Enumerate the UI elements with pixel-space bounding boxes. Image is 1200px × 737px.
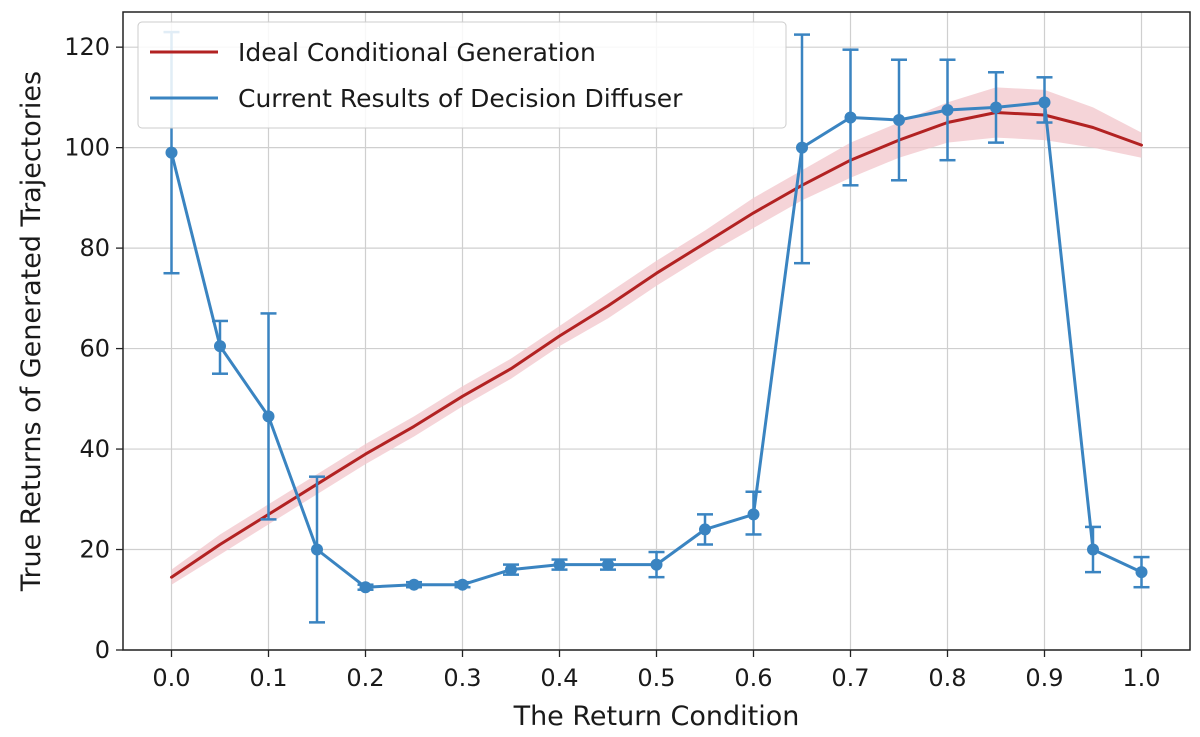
x-tick-label: 0.6 bbox=[734, 664, 772, 692]
data-point bbox=[456, 578, 469, 591]
data-point bbox=[505, 563, 517, 576]
legend-label-ideal: Ideal Conditional Generation bbox=[238, 38, 596, 67]
y-tick-label: 40 bbox=[79, 435, 110, 463]
x-tick-label: 0.5 bbox=[637, 664, 675, 692]
x-tick-label: 0.7 bbox=[831, 664, 869, 692]
data-point bbox=[893, 114, 905, 127]
data-point bbox=[1087, 543, 1099, 556]
x-tick-label: 0.1 bbox=[249, 664, 287, 692]
x-tick-label: 1.0 bbox=[1122, 664, 1160, 692]
data-point bbox=[990, 101, 1002, 114]
data-point bbox=[408, 578, 420, 591]
legend: Ideal Conditional Generation Current Res… bbox=[137, 21, 787, 129]
y-tick-label: 20 bbox=[79, 536, 110, 564]
ideal-confidence-band bbox=[171, 87, 1142, 585]
data-point bbox=[747, 508, 760, 521]
data-point bbox=[262, 410, 275, 423]
legend-label-decision-diffuser: Current Results of Decision Diffuser bbox=[238, 84, 683, 113]
x-tick-label: 0.4 bbox=[540, 664, 578, 692]
x-tick-label: 0.9 bbox=[1025, 664, 1063, 692]
data-point bbox=[699, 523, 711, 536]
y-tick-label: 0 bbox=[95, 636, 110, 664]
data-points bbox=[165, 96, 1148, 594]
y-axis-title: True Returns of Generated Trajectories bbox=[16, 71, 47, 592]
data-point bbox=[1135, 566, 1148, 579]
x-axis-title: The Return Condition bbox=[513, 701, 800, 732]
data-point bbox=[602, 558, 614, 571]
x-tick-label: 0.0 bbox=[152, 664, 190, 692]
data-point bbox=[311, 543, 323, 556]
data-point bbox=[214, 340, 226, 353]
y-tick-label: 120 bbox=[64, 33, 110, 61]
x-tick-label: 0.8 bbox=[928, 664, 966, 692]
y-tick-label: 60 bbox=[79, 335, 110, 363]
y-tick-label: 80 bbox=[79, 234, 110, 262]
data-point bbox=[1038, 96, 1051, 109]
data-point bbox=[165, 146, 178, 159]
data-point bbox=[650, 558, 663, 571]
data-point bbox=[844, 111, 857, 124]
y-tick-label: 100 bbox=[64, 134, 110, 162]
data-point bbox=[941, 103, 954, 116]
data-point bbox=[796, 141, 808, 154]
legend-box bbox=[137, 21, 787, 129]
ideal-band bbox=[171, 87, 1142, 585]
data-point bbox=[359, 581, 372, 594]
axis-ticks: 0.0 0.1 0.2 0.3 0.4 0.5 0.6 0.7 0.8 0.9 1.0 0 20 40 60… bbox=[64, 33, 1160, 692]
x-tick-label: 0.2 bbox=[346, 664, 384, 692]
ideal-conditional-generation-line bbox=[170, 111, 1143, 579]
x-tick-label: 0.3 bbox=[443, 664, 481, 692]
data-point bbox=[553, 558, 566, 571]
